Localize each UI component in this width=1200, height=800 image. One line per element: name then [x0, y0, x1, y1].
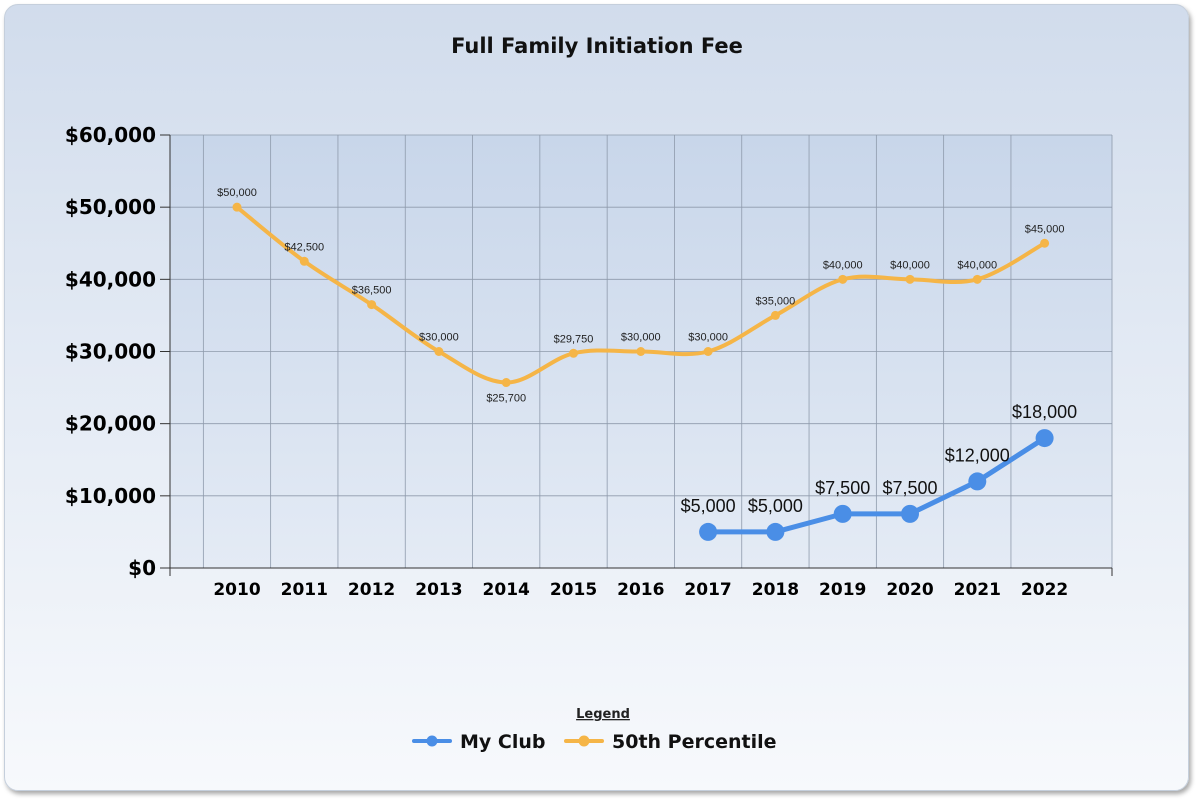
x-tick-label: 2011	[281, 580, 328, 600]
y-tick-label: $40,000	[65, 267, 156, 291]
data-point-50th-percentile[interactable]	[367, 300, 377, 310]
data-label-50th-percentile: $35,000	[756, 295, 796, 307]
axes: $0 $10,000 $20,000 $30,000 $40,000 $50,000 $60…	[65, 123, 1113, 600]
data-point-50th-percentile[interactable]	[972, 274, 982, 284]
series-line-my-club	[705, 435, 1048, 535]
data-label-50th-percentile: $36,500	[352, 285, 392, 297]
x-tick-label: 2017	[684, 580, 731, 600]
data-label-my-club: $12,000	[945, 445, 1010, 465]
data-label-my-club: $7,500	[815, 478, 870, 498]
data-label-50th-percentile: $29,750	[554, 333, 594, 345]
x-tick-label: 2014	[483, 580, 530, 600]
data-label-50th-percentile: $42,500	[284, 241, 324, 253]
data-label-50th-percentile: $30,000	[688, 332, 728, 344]
legend-label-my-club[interactable]: My Club	[460, 731, 546, 753]
data-point-50th-percentile[interactable]	[1040, 238, 1050, 248]
legend-swatch-dot-50th-percentile	[578, 735, 590, 747]
data-label-my-club: $7,500	[882, 478, 937, 498]
x-tick-label: 2016	[617, 580, 664, 600]
x-tick-label: 2022	[1021, 580, 1068, 600]
data-labels: $50,000 $42,500 $36,500 $30,000 $25,700 $29,7…	[217, 187, 1077, 516]
data-label-50th-percentile: $30,000	[621, 332, 661, 344]
x-tick-label: 2015	[550, 580, 597, 600]
y-tick-label: $0	[128, 556, 156, 580]
chart-title: Full Family Initiation Fee	[451, 34, 743, 58]
data-point-50th-percentile[interactable]	[838, 274, 848, 284]
data-point-my-club[interactable]	[699, 522, 718, 541]
legend-title: Legend	[576, 707, 630, 722]
x-tick-label: 2021	[954, 580, 1001, 600]
data-label-50th-percentile: $40,000	[957, 259, 997, 271]
legend-swatch-dot-my-club	[426, 735, 438, 747]
y-tick-label: $10,000	[65, 484, 156, 508]
x-tick-label: 2013	[415, 580, 462, 600]
data-point-my-club[interactable]	[833, 504, 852, 523]
data-label-50th-percentile: $45,000	[1025, 223, 1065, 235]
data-label-50th-percentile: $30,000	[419, 332, 459, 344]
data-label-my-club: $18,000	[1012, 402, 1077, 422]
y-tick-label: $50,000	[65, 195, 156, 219]
data-label-50th-percentile: $50,000	[217, 187, 257, 199]
data-point-50th-percentile[interactable]	[434, 347, 444, 356]
data-label-my-club: $5,000	[681, 496, 736, 516]
x-tick-label: 2020	[886, 580, 933, 600]
data-point-50th-percentile[interactable]	[703, 347, 713, 356]
legend-label-50th-percentile[interactable]: 50th Percentile	[612, 731, 777, 753]
x-tick-label: 2012	[348, 580, 395, 600]
data-point-50th-percentile[interactable]	[636, 347, 646, 356]
data-point-50th-percentile[interactable]	[232, 202, 242, 212]
data-label-my-club: $5,000	[748, 496, 803, 516]
x-tick-label: 2019	[819, 580, 866, 600]
data-label-50th-percentile: $40,000	[890, 259, 930, 271]
data-point-my-club[interactable]	[766, 522, 785, 541]
y-tick-label: $60,000	[65, 123, 156, 147]
y-tick-label: $20,000	[65, 412, 156, 436]
legend: Legend My Club 50th Percentile	[412, 707, 777, 753]
data-point-my-club[interactable]	[968, 472, 987, 491]
data-point-50th-percentile[interactable]	[299, 256, 309, 266]
data-label-50th-percentile: $40,000	[823, 259, 863, 271]
grid	[170, 134, 1113, 569]
data-point-my-club[interactable]	[1035, 429, 1054, 448]
y-tick-label: $30,000	[65, 340, 156, 364]
x-tick-label: 2018	[752, 580, 799, 600]
data-label-50th-percentile: $25,700	[486, 393, 526, 405]
data-point-my-club[interactable]	[901, 504, 919, 523]
series-layer	[232, 202, 1054, 541]
data-point-50th-percentile[interactable]	[569, 348, 578, 358]
data-point-50th-percentile[interactable]	[501, 378, 511, 388]
data-point-50th-percentile[interactable]	[770, 310, 780, 320]
data-point-50th-percentile[interactable]	[905, 274, 915, 284]
x-tick-label: 2010	[213, 580, 260, 600]
